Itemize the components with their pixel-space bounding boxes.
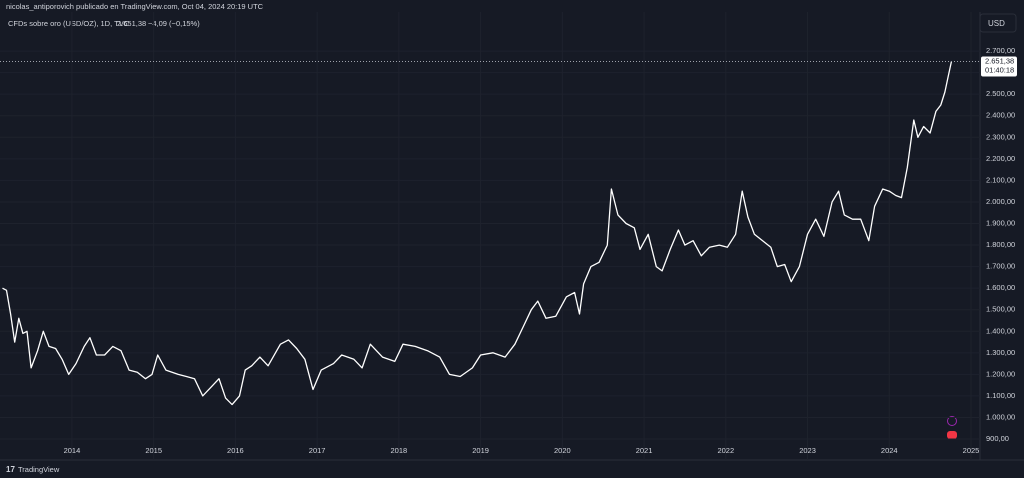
countdown: 01:40:18 (985, 66, 1014, 75)
x-tick-label: 2024 (881, 446, 898, 455)
y-tick-label: 2.100,00 (986, 175, 1015, 184)
x-tick-label: 2019 (472, 446, 489, 455)
y-tick-label: 1.600,00 (986, 283, 1015, 292)
y-tick-label: 1.900,00 (986, 218, 1015, 227)
y-tick-label: 2.300,00 (986, 132, 1015, 141)
currency: USD (988, 19, 1005, 28)
y-tick-label: 1.300,00 (986, 348, 1015, 357)
symbol: CFDs sobre oro (USD/OZ), 1D, TVC (8, 19, 130, 28)
x-tick-label: 2023 (799, 446, 816, 455)
y-tick-label: 1.500,00 (986, 305, 1015, 314)
x-tick-label: 2020 (554, 446, 571, 455)
y-tick-label: 1.000,00 (986, 412, 1015, 421)
y-tick-label: 2.700,00 (986, 46, 1015, 55)
x-tick-label: 2014 (64, 446, 81, 455)
x-tick-label: 2017 (309, 446, 326, 455)
legend-price: 2.651,38 (117, 19, 146, 28)
y-tick-label: 2.500,00 (986, 89, 1015, 98)
x-tick-label: 2015 (145, 446, 162, 455)
price-tag (981, 56, 1017, 77)
y-tick-label: 1.700,00 (986, 262, 1015, 271)
price-line (2, 61, 953, 406)
x-tick-label: 2021 (636, 446, 653, 455)
x-tick-label: 2016 (227, 446, 244, 455)
footer-brand: TradingView (18, 465, 60, 474)
y-tick-label: 1.400,00 (986, 326, 1015, 335)
price-tag-label: 2.651,38 (985, 57, 1014, 66)
y-tick-label: 2.400,00 (986, 111, 1015, 120)
x-tick-label: 2018 (391, 446, 408, 455)
y-tick-label: 1.200,00 (986, 369, 1015, 378)
event-icon[interactable] (947, 416, 957, 426)
x-tick-label: 2022 (717, 446, 734, 455)
x-tick-label: 2025 (963, 446, 980, 455)
y-tick-label: 1.100,00 (986, 391, 1015, 400)
y-tick-label: 900,00 (986, 434, 1009, 443)
header: nicolas_antiporovich publicado en Tradin… (6, 2, 264, 11)
legend-change: −4,09 (−0,15%) (148, 19, 200, 28)
logo: 17 (6, 465, 15, 474)
event-icon[interactable] (947, 431, 957, 439)
y-tick-label: 2.000,00 (986, 197, 1015, 206)
y-tick-label: 2.200,00 (986, 154, 1015, 163)
y-tick-label: 1.800,00 (986, 240, 1015, 249)
